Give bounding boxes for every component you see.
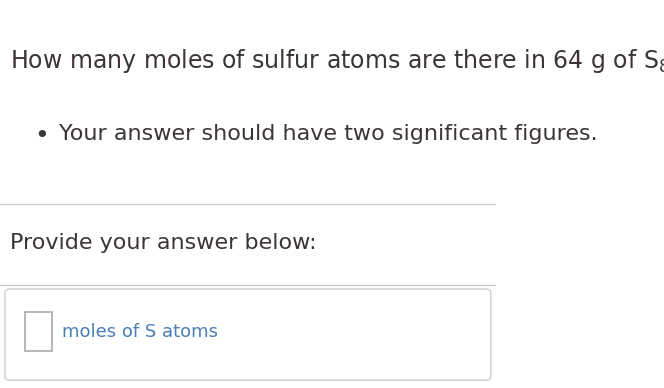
FancyBboxPatch shape bbox=[25, 312, 52, 351]
Text: Your answer should have two significant figures.: Your answer should have two significant … bbox=[60, 124, 598, 144]
Text: moles of S atoms: moles of S atoms bbox=[62, 323, 218, 341]
Text: •: • bbox=[35, 124, 49, 148]
Text: How many moles of sulfur atoms are there in 64 g of $\mathregular{S_8}$?: How many moles of sulfur atoms are there… bbox=[10, 47, 664, 74]
Text: Provide your answer below:: Provide your answer below: bbox=[10, 233, 317, 253]
FancyBboxPatch shape bbox=[5, 289, 491, 380]
